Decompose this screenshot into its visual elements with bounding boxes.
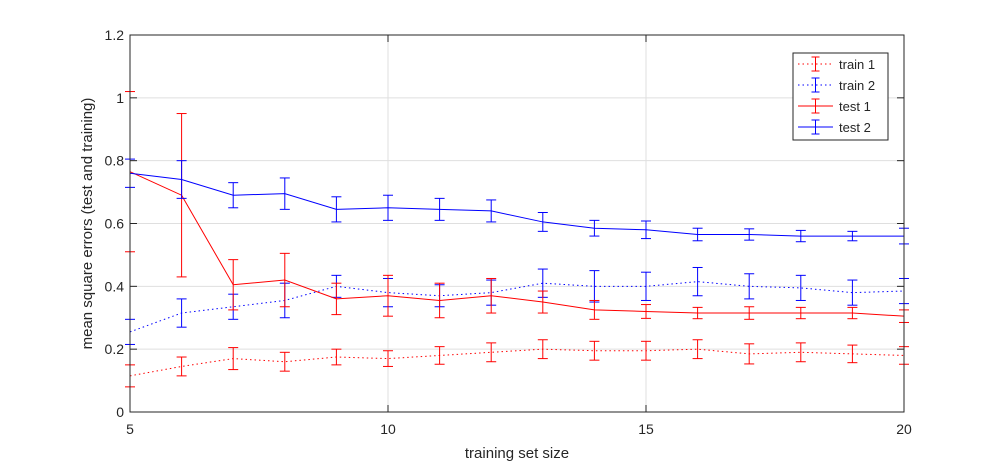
x-tick-label: 5 (126, 421, 134, 437)
y-tick-label: 0.6 (105, 216, 125, 232)
error-bar-test-1 (641, 304, 651, 319)
error-bar-test-1 (434, 282, 445, 319)
legend-box (792, 52, 889, 141)
error-bar-train-1 (486, 342, 497, 363)
error-bar-test-2 (434, 197, 445, 221)
y-tick-label: 0.4 (105, 278, 125, 294)
error-bar-test-2 (589, 219, 600, 237)
series-line-train-2 (129, 281, 905, 333)
legend-entry-train-1: train 1 (798, 56, 875, 72)
error-bar-train-1 (847, 344, 858, 364)
error-bar-train-2 (641, 271, 651, 301)
error-bar-test-2 (641, 220, 651, 240)
error-bar-train-1 (228, 347, 239, 371)
error-bar-train-1 (279, 351, 290, 372)
error-bar-test-1 (279, 252, 290, 308)
series-line-test-2 (129, 172, 904, 237)
error-bar-test-2 (847, 230, 858, 242)
y-axis-label: mean square errors (test and training) (79, 98, 96, 350)
series-layer (125, 91, 909, 388)
x-tick-label: 10 (380, 421, 396, 437)
tick-layer: 5 10 15 20 0 0.2 0.4 0.6 0.8 1 1.2 (105, 27, 912, 437)
error-bar-test-2 (744, 228, 755, 241)
error-bar-test-1 (847, 306, 858, 320)
y-tick-label: 1 (116, 90, 124, 106)
error-bar-test-1 (383, 274, 393, 317)
error-bar-train-2 (795, 274, 806, 301)
error-bar-test-2 (692, 227, 703, 242)
legend-label-test-1: test 1 (839, 99, 871, 114)
grid-layer (130, 35, 904, 412)
error-bar-train-1 (641, 340, 651, 361)
error-bar-test-2 (795, 229, 806, 243)
error-bar-train-1 (692, 339, 703, 360)
error-bar-train-1 (537, 339, 548, 360)
y-tick-label: 0.2 (105, 341, 125, 357)
error-bar-train-1 (383, 350, 393, 367)
error-bar-train-1 (589, 340, 600, 361)
error-bar-train-1 (176, 356, 187, 377)
error-bar-train-1 (331, 348, 342, 366)
error-bar-test-1 (692, 306, 703, 320)
legend: train 1 train 2 test 1 test 2 (792, 52, 889, 141)
legend-entry-train-2: train 2 (798, 77, 875, 93)
legend-label-test-2: test 2 (839, 120, 871, 135)
error-bar-test-1 (744, 306, 755, 320)
error-bar-test-2 (176, 160, 187, 199)
x-axis-label: training set size (465, 445, 569, 462)
error-bar-train-2 (847, 279, 858, 306)
error-bar-train-1 (795, 342, 806, 363)
error-bar-test-1 (589, 299, 600, 320)
error-bar-train-2 (176, 298, 187, 328)
y-tick-label: 1.2 (105, 27, 125, 43)
legend-label-train-1: train 1 (839, 57, 875, 72)
error-bar-test-2 (383, 194, 393, 221)
error-bar-train-2 (744, 273, 755, 300)
error-bar-test-1 (795, 306, 806, 320)
error-bar-test-1 (486, 277, 497, 314)
error-bar-train-1 (434, 346, 445, 365)
error-bar-train-1 (744, 343, 755, 365)
error-bar-train-2 (692, 266, 703, 297)
error-bar-test-2 (228, 182, 239, 209)
series-line-test-1 (129, 171, 905, 317)
y-tick-label: 0 (116, 404, 124, 420)
x-tick-label: 20 (896, 421, 912, 437)
legend-entry-test-2: test 2 (798, 119, 871, 135)
error-bar-test-2 (279, 177, 290, 210)
error-bar-test-2 (486, 199, 497, 223)
legend-label-train-2: train 2 (839, 78, 875, 93)
error-bar-test-2 (331, 196, 342, 223)
y-tick-label: 0.8 (105, 153, 125, 169)
error-bar-test-1 (537, 290, 548, 314)
error-bar-test-2 (537, 212, 548, 232)
error-bar-test-1 (228, 259, 239, 311)
error-bar-test-1 (331, 282, 342, 316)
legend-entry-test-1: test 1 (798, 98, 871, 114)
x-tick-label: 15 (638, 421, 654, 437)
